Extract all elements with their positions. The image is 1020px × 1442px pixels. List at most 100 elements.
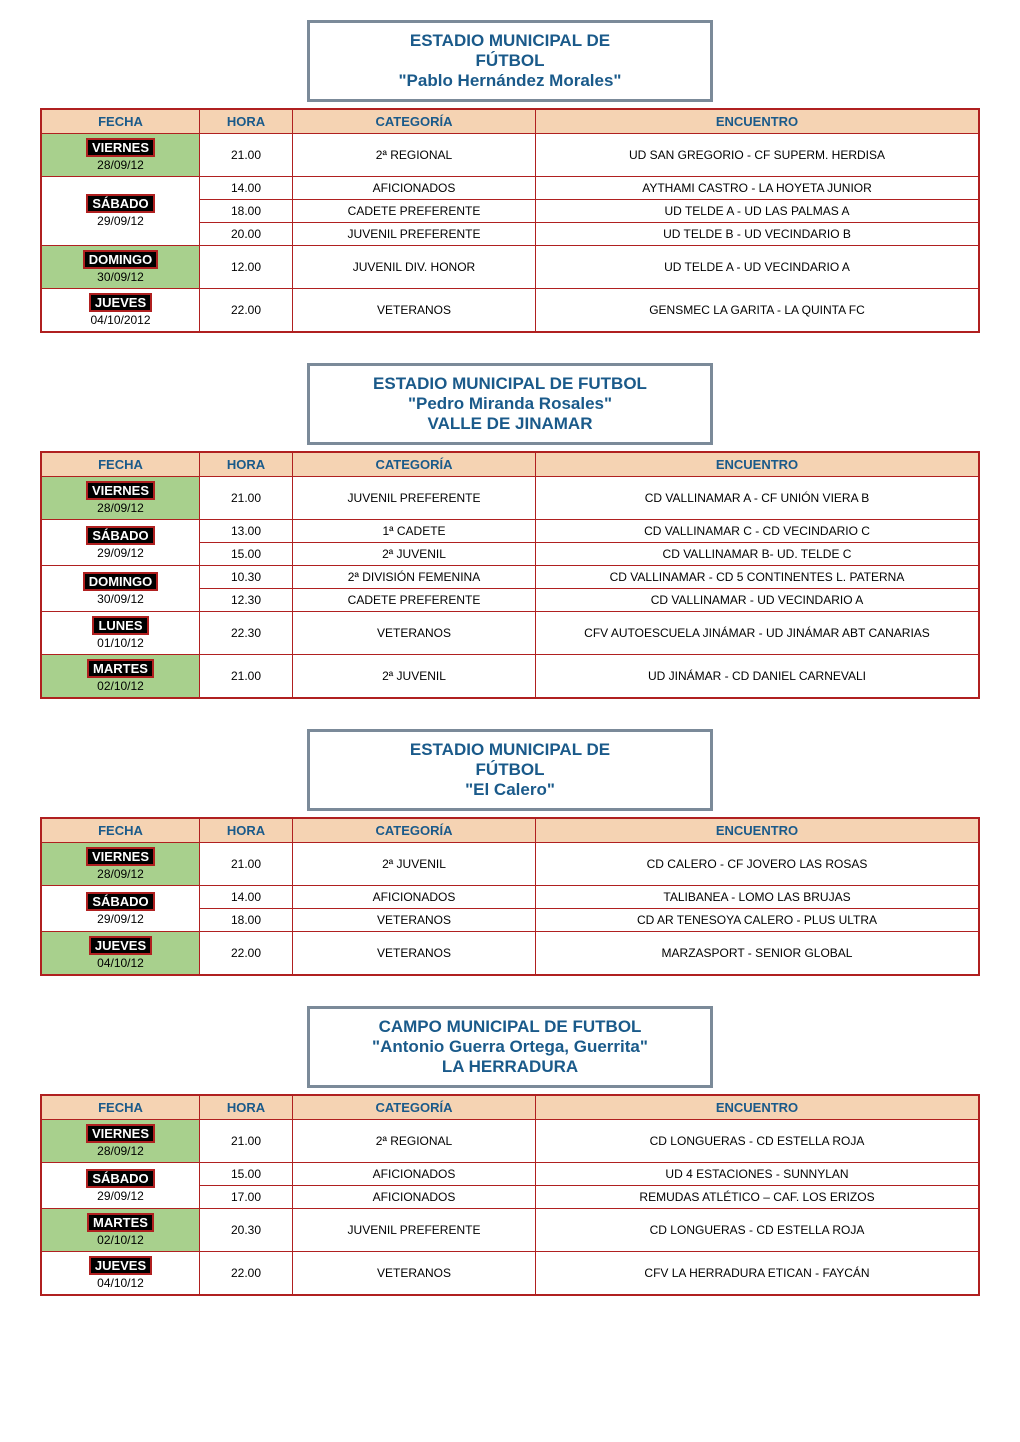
header-fecha: FECHA <box>41 818 200 843</box>
encuentro-cell: CD VALLINAMAR - UD VECINDARIO A <box>536 589 980 612</box>
hora-cell: 21.00 <box>200 134 293 177</box>
stadium-title-line: ESTADIO MUNICIPAL DE FUTBOL <box>350 374 670 394</box>
day-badge: SÁBADO <box>86 892 154 911</box>
header-encuentro: ENCUENTRO <box>536 109 980 134</box>
date-cell: MARTES02/10/12 <box>41 655 200 699</box>
date-text: 28/09/12 <box>97 1144 144 1158</box>
table-row: MARTES02/10/1220.30JUVENIL PREFERENTECD … <box>41 1209 979 1252</box>
encuentro-cell: CD LONGUERAS - CD ESTELLA ROJA <box>536 1120 980 1163</box>
table-row: JUEVES04/10/1222.00VETERANOSMARZASPORT -… <box>41 932 979 976</box>
hora-cell: 10.30 <box>200 566 293 589</box>
categoria-cell: JUVENIL PREFERENTE <box>293 1209 536 1252</box>
categoria-cell: JUVENIL PREFERENTE <box>293 477 536 520</box>
encuentro-cell: REMUDAS ATLÉTICO – CAF. LOS ERIZOS <box>536 1186 980 1209</box>
categoria-cell: AFICIONADOS <box>293 1186 536 1209</box>
hora-cell: 22.00 <box>200 1252 293 1296</box>
day-badge: SÁBADO <box>86 526 154 545</box>
stadium-title-line: VALLE DE JINAMAR <box>350 414 670 434</box>
hora-cell: 15.00 <box>200 543 293 566</box>
categoria-cell: 2ª JUVENIL <box>293 655 536 699</box>
categoria-cell: JUVENIL DIV. HONOR <box>293 246 536 289</box>
table-row: VIERNES28/09/1221.002ª REGIONALUD SAN GR… <box>41 134 979 177</box>
day-badge: LUNES <box>92 616 148 635</box>
table-row: MARTES02/10/1221.002ª JUVENILUD JINÁMAR … <box>41 655 979 699</box>
categoria-cell: 1ª CADETE <box>293 520 536 543</box>
hora-cell: 21.00 <box>200 843 293 886</box>
date-cell: JUEVES04/10/2012 <box>41 289 200 333</box>
date-text: 04/10/12 <box>97 956 144 970</box>
categoria-cell: 2ª REGIONAL <box>293 134 536 177</box>
header-hora: HORA <box>200 818 293 843</box>
date-cell: VIERNES28/09/12 <box>41 1120 200 1163</box>
encuentro-cell: CD VALLINAMAR - CD 5 CONTINENTES L. PATE… <box>536 566 980 589</box>
date-text: 30/09/12 <box>97 270 144 284</box>
encuentro-cell: CD VALLINAMAR A - CF UNIÓN VIERA B <box>536 477 980 520</box>
header-fecha: FECHA <box>41 109 200 134</box>
stadium-block: ESTADIO MUNICIPAL DE FUTBOL"Pedro Mirand… <box>40 363 980 699</box>
encuentro-cell: CD VALLINAMAR B- UD. TELDE C <box>536 543 980 566</box>
stadium-title-line: ESTADIO MUNICIPAL DE <box>350 740 670 760</box>
encuentro-cell: CD AR TENESOYA CALERO - PLUS ULTRA <box>536 909 980 932</box>
stadium-block: ESTADIO MUNICIPAL DEFÚTBOL"El Calero"FEC… <box>40 729 980 976</box>
schedule-table: FECHAHORACATEGORÍAENCUENTROVIERNES28/09/… <box>40 817 980 976</box>
day-badge: MARTES <box>87 659 154 678</box>
header-categoria: CATEGORÍA <box>293 452 536 477</box>
categoria-cell: CADETE PREFERENTE <box>293 589 536 612</box>
date-text: 29/09/12 <box>97 1189 144 1203</box>
categoria-cell: AFICIONADOS <box>293 177 536 200</box>
date-cell: VIERNES28/09/12 <box>41 477 200 520</box>
date-text: 02/10/12 <box>97 679 144 693</box>
date-text: 02/10/12 <box>97 1233 144 1247</box>
encuentro-cell: UD TELDE A - UD VECINDARIO A <box>536 246 980 289</box>
hora-cell: 18.00 <box>200 200 293 223</box>
hora-cell: 22.00 <box>200 289 293 333</box>
day-badge: VIERNES <box>86 138 155 157</box>
table-row: LUNES01/10/1222.30VETERANOSCFV AUTOESCUE… <box>41 612 979 655</box>
table-row: DOMINGO30/09/1210.302ª DIVISIÓN FEMENINA… <box>41 566 979 589</box>
stadium-title-line: "El Calero" <box>350 780 670 800</box>
date-cell: SÁBADO29/09/12 <box>41 1163 200 1209</box>
header-hora: HORA <box>200 109 293 134</box>
categoria-cell: JUVENIL PREFERENTE <box>293 223 536 246</box>
table-row: SÁBADO29/09/1213.001ª CADETECD VALLINAMA… <box>41 520 979 543</box>
stadium-title-line: "Pablo Hernández Morales" <box>350 71 670 91</box>
date-cell: MARTES02/10/12 <box>41 1209 200 1252</box>
categoria-cell: VETERANOS <box>293 1252 536 1296</box>
stadium-title: CAMPO MUNICIPAL DE FUTBOL"Antonio Guerra… <box>307 1006 713 1088</box>
date-cell: VIERNES28/09/12 <box>41 843 200 886</box>
date-cell: DOMINGO30/09/12 <box>41 566 200 612</box>
categoria-cell: AFICIONADOS <box>293 886 536 909</box>
categoria-cell: VETERANOS <box>293 289 536 333</box>
header-categoria: CATEGORÍA <box>293 1095 536 1120</box>
hora-cell: 18.00 <box>200 909 293 932</box>
hora-cell: 14.00 <box>200 886 293 909</box>
date-cell: LUNES01/10/12 <box>41 612 200 655</box>
table-row: VIERNES28/09/1221.002ª REGIONALCD LONGUE… <box>41 1120 979 1163</box>
encuentro-cell: UD TELDE B - UD VECINDARIO B <box>536 223 980 246</box>
encuentro-cell: CFV AUTOESCUELA JINÁMAR - UD JINÁMAR ABT… <box>536 612 980 655</box>
table-row: SÁBADO29/09/1214.00AFICIONADOSAYTHAMI CA… <box>41 177 979 200</box>
header-hora: HORA <box>200 452 293 477</box>
schedules-root: ESTADIO MUNICIPAL DEFÚTBOL"Pablo Hernánd… <box>40 20 980 1296</box>
day-badge: VIERNES <box>86 481 155 500</box>
date-text: 28/09/12 <box>97 158 144 172</box>
day-badge: DOMINGO <box>83 250 159 269</box>
date-cell: VIERNES28/09/12 <box>41 134 200 177</box>
encuentro-cell: MARZASPORT - SENIOR GLOBAL <box>536 932 980 976</box>
date-cell: JUEVES04/10/12 <box>41 1252 200 1296</box>
hora-cell: 20.00 <box>200 223 293 246</box>
hora-cell: 22.30 <box>200 612 293 655</box>
day-badge: JUEVES <box>89 936 152 955</box>
stadium-block: CAMPO MUNICIPAL DE FUTBOL"Antonio Guerra… <box>40 1006 980 1296</box>
header-fecha: FECHA <box>41 452 200 477</box>
hora-cell: 12.30 <box>200 589 293 612</box>
encuentro-cell: CD CALERO - CF JOVERO LAS ROSAS <box>536 843 980 886</box>
date-text: 29/09/12 <box>97 546 144 560</box>
date-text: 28/09/12 <box>97 501 144 515</box>
categoria-cell: 2ª JUVENIL <box>293 843 536 886</box>
categoria-cell: 2ª REGIONAL <box>293 1120 536 1163</box>
stadium-title-line: LA HERRADURA <box>350 1057 670 1077</box>
encuentro-cell: CD LONGUERAS - CD ESTELLA ROJA <box>536 1209 980 1252</box>
table-row: VIERNES28/09/1221.002ª JUVENILCD CALERO … <box>41 843 979 886</box>
date-text: 29/09/12 <box>97 214 144 228</box>
